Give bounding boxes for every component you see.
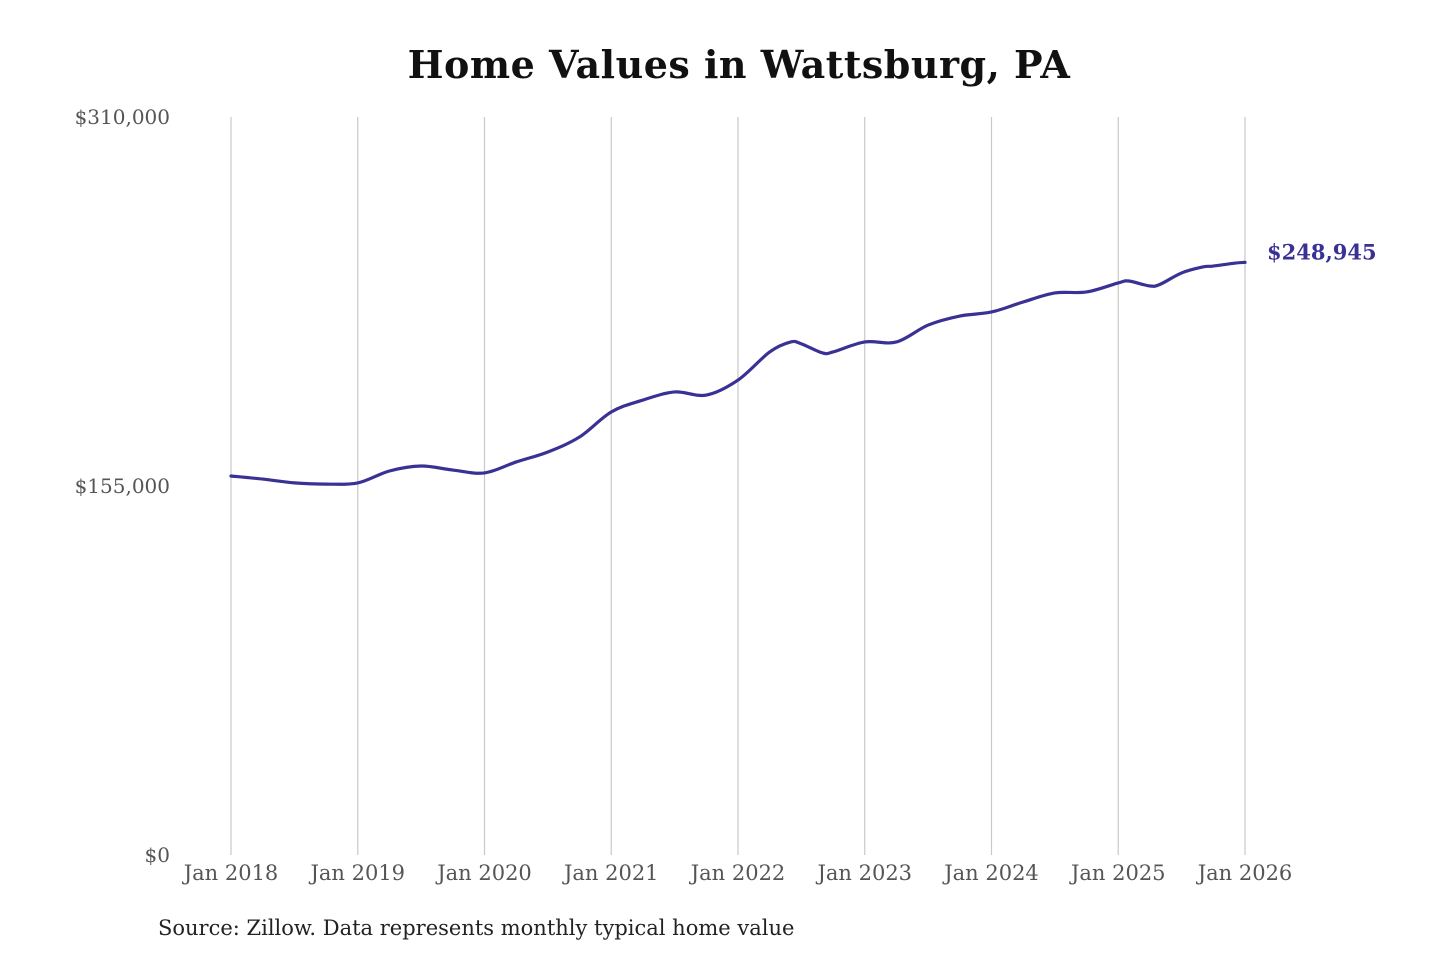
source-note: Source: Zillow. Data represents monthly …: [158, 916, 795, 940]
y-tick-label: $310,000: [75, 105, 170, 129]
y-tick-label: $155,000: [75, 474, 170, 498]
x-tick-label: Jan 2021: [562, 861, 659, 885]
series-line: [229, 260, 1247, 486]
x-tick-label: Jan 2025: [1069, 861, 1166, 885]
x-tick-label: Jan 2019: [308, 861, 405, 885]
end-value-label: $248,945: [1267, 239, 1377, 264]
x-tick-label: Jan 2026: [1196, 861, 1293, 885]
x-tick-label: Jan 2023: [815, 861, 912, 885]
x-tick-label: Jan 2018: [182, 861, 279, 885]
chart-title: Home Values in Wattsburg, PA: [407, 42, 1071, 87]
x-tick-label: Jan 2022: [689, 861, 786, 885]
y-tick-label: $0: [145, 843, 170, 867]
x-tick-label: Jan 2020: [435, 861, 532, 885]
x-tick-label: Jan 2024: [942, 861, 1039, 885]
